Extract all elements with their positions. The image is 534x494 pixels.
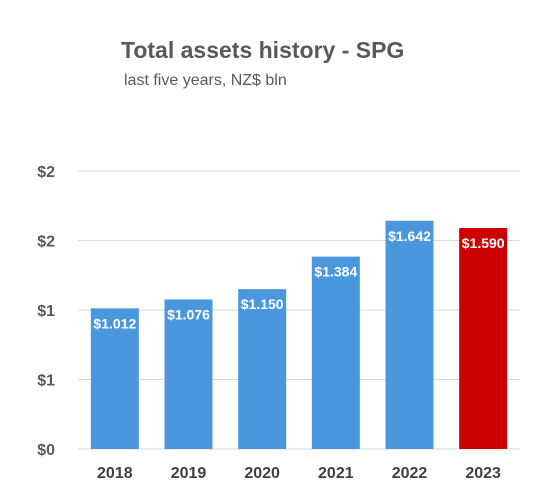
bar-2018 xyxy=(90,308,139,449)
y-axis-ticks: $0 $1 $1 $2 $2 xyxy=(37,164,55,459)
gridlines xyxy=(78,170,520,450)
x-tick-label-2020: 2020 xyxy=(244,465,280,482)
x-tick-label-2018: 2018 xyxy=(97,465,133,482)
data-label-2018: $1.012 xyxy=(93,315,136,331)
data-label-2021: $1.384 xyxy=(314,264,357,280)
data-label-2019: $1.076 xyxy=(167,306,210,322)
y-tick-label: $2 xyxy=(37,164,55,181)
bars xyxy=(90,220,508,449)
x-tick-label-2021: 2021 xyxy=(318,465,354,482)
bar-2022 xyxy=(385,220,434,449)
bar-2020 xyxy=(238,289,287,449)
data-label-2020: $1.150 xyxy=(241,296,284,312)
data-labels: $1.012 $1.076 $1.150 $1.384 $1.642 $1.590 xyxy=(93,228,504,332)
y-tick-label: $1 xyxy=(37,373,55,390)
y-tick-label: $1 xyxy=(37,303,55,320)
x-tick-label-2023: 2023 xyxy=(465,465,501,482)
data-label-2023: $1.590 xyxy=(462,235,505,251)
chart-title: Total assets history - SPG xyxy=(121,37,405,63)
x-tick-label-2022: 2022 xyxy=(392,465,428,482)
bar-2023 xyxy=(459,227,508,449)
x-tick-label-2019: 2019 xyxy=(171,465,207,482)
y-tick-label: $0 xyxy=(37,442,55,459)
chart-subtitle: last five years, NZ$ bln xyxy=(124,72,287,89)
data-label-2022: $1.642 xyxy=(388,228,431,244)
y-tick-label: $2 xyxy=(37,234,55,251)
bar-2021 xyxy=(311,256,360,449)
bar-2019 xyxy=(164,299,213,449)
x-axis-ticks: 2018 2019 2020 2021 2022 2023 xyxy=(97,465,501,482)
